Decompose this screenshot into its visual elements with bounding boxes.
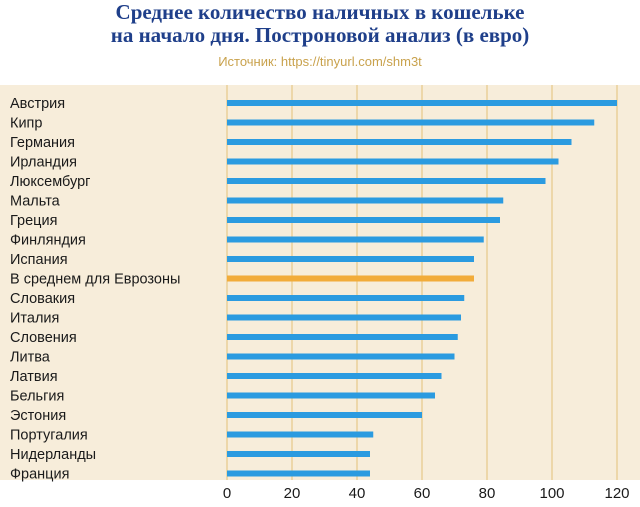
category-label: Словения	[10, 330, 77, 346]
bar	[227, 470, 370, 477]
category-label: Австрия	[10, 96, 65, 112]
category-label: Италия	[10, 311, 59, 327]
bar	[227, 334, 458, 340]
x-tick-label: 0	[223, 485, 231, 502]
category-label: Португалия	[10, 428, 88, 444]
bar	[227, 256, 474, 262]
bar	[227, 353, 455, 360]
chart-title-line-2: на начало дня. Построновой анализ (в евр…	[110, 23, 530, 47]
bar	[227, 431, 374, 438]
x-tick-label: 120	[604, 485, 629, 502]
bar	[227, 392, 435, 399]
category-label: Люксембург	[10, 174, 90, 190]
category-label: Испания	[10, 252, 68, 268]
category-label: Ирландия	[10, 155, 77, 171]
category-label: Литва	[10, 350, 51, 366]
chart-source: Источник: https://tinyurl.com/shm3t	[218, 54, 422, 69]
bar	[227, 139, 572, 145]
category-label: Финляндия	[10, 233, 86, 249]
category-label: Кипр	[10, 116, 42, 132]
x-tick-label: 100	[539, 485, 564, 502]
bar	[227, 217, 500, 223]
bar	[227, 236, 484, 243]
category-label: Франция	[10, 467, 69, 483]
bar	[227, 197, 504, 204]
bar	[227, 373, 442, 379]
bar	[227, 158, 559, 165]
x-tick-label: 60	[414, 485, 431, 502]
category-label: В среднем для Еврозоны	[10, 272, 180, 288]
chart-title-line-1: Среднее количество наличных в кошельке	[115, 0, 525, 24]
chart-title: Среднее количество наличных в кошельке н…	[0, 1, 640, 47]
x-tick-label: 80	[479, 485, 496, 502]
category-label: Мальта	[10, 194, 61, 210]
bar	[227, 295, 465, 301]
category-label: Германия	[10, 135, 75, 151]
bar-highlight	[227, 275, 474, 282]
category-label: Греция	[10, 213, 57, 229]
category-label: Латвия	[10, 369, 58, 385]
category-label: Эстония	[10, 408, 66, 424]
x-tick-label: 20	[284, 485, 301, 502]
bar	[227, 451, 370, 457]
category-label: Словакия	[10, 291, 75, 307]
bar	[227, 178, 546, 184]
bar	[227, 314, 461, 321]
category-label: Бельгия	[10, 389, 64, 405]
bar	[227, 100, 617, 106]
bar	[227, 412, 422, 418]
x-tick-label: 40	[349, 485, 366, 502]
category-label: Нидерланды	[10, 447, 96, 463]
bar	[227, 119, 595, 126]
